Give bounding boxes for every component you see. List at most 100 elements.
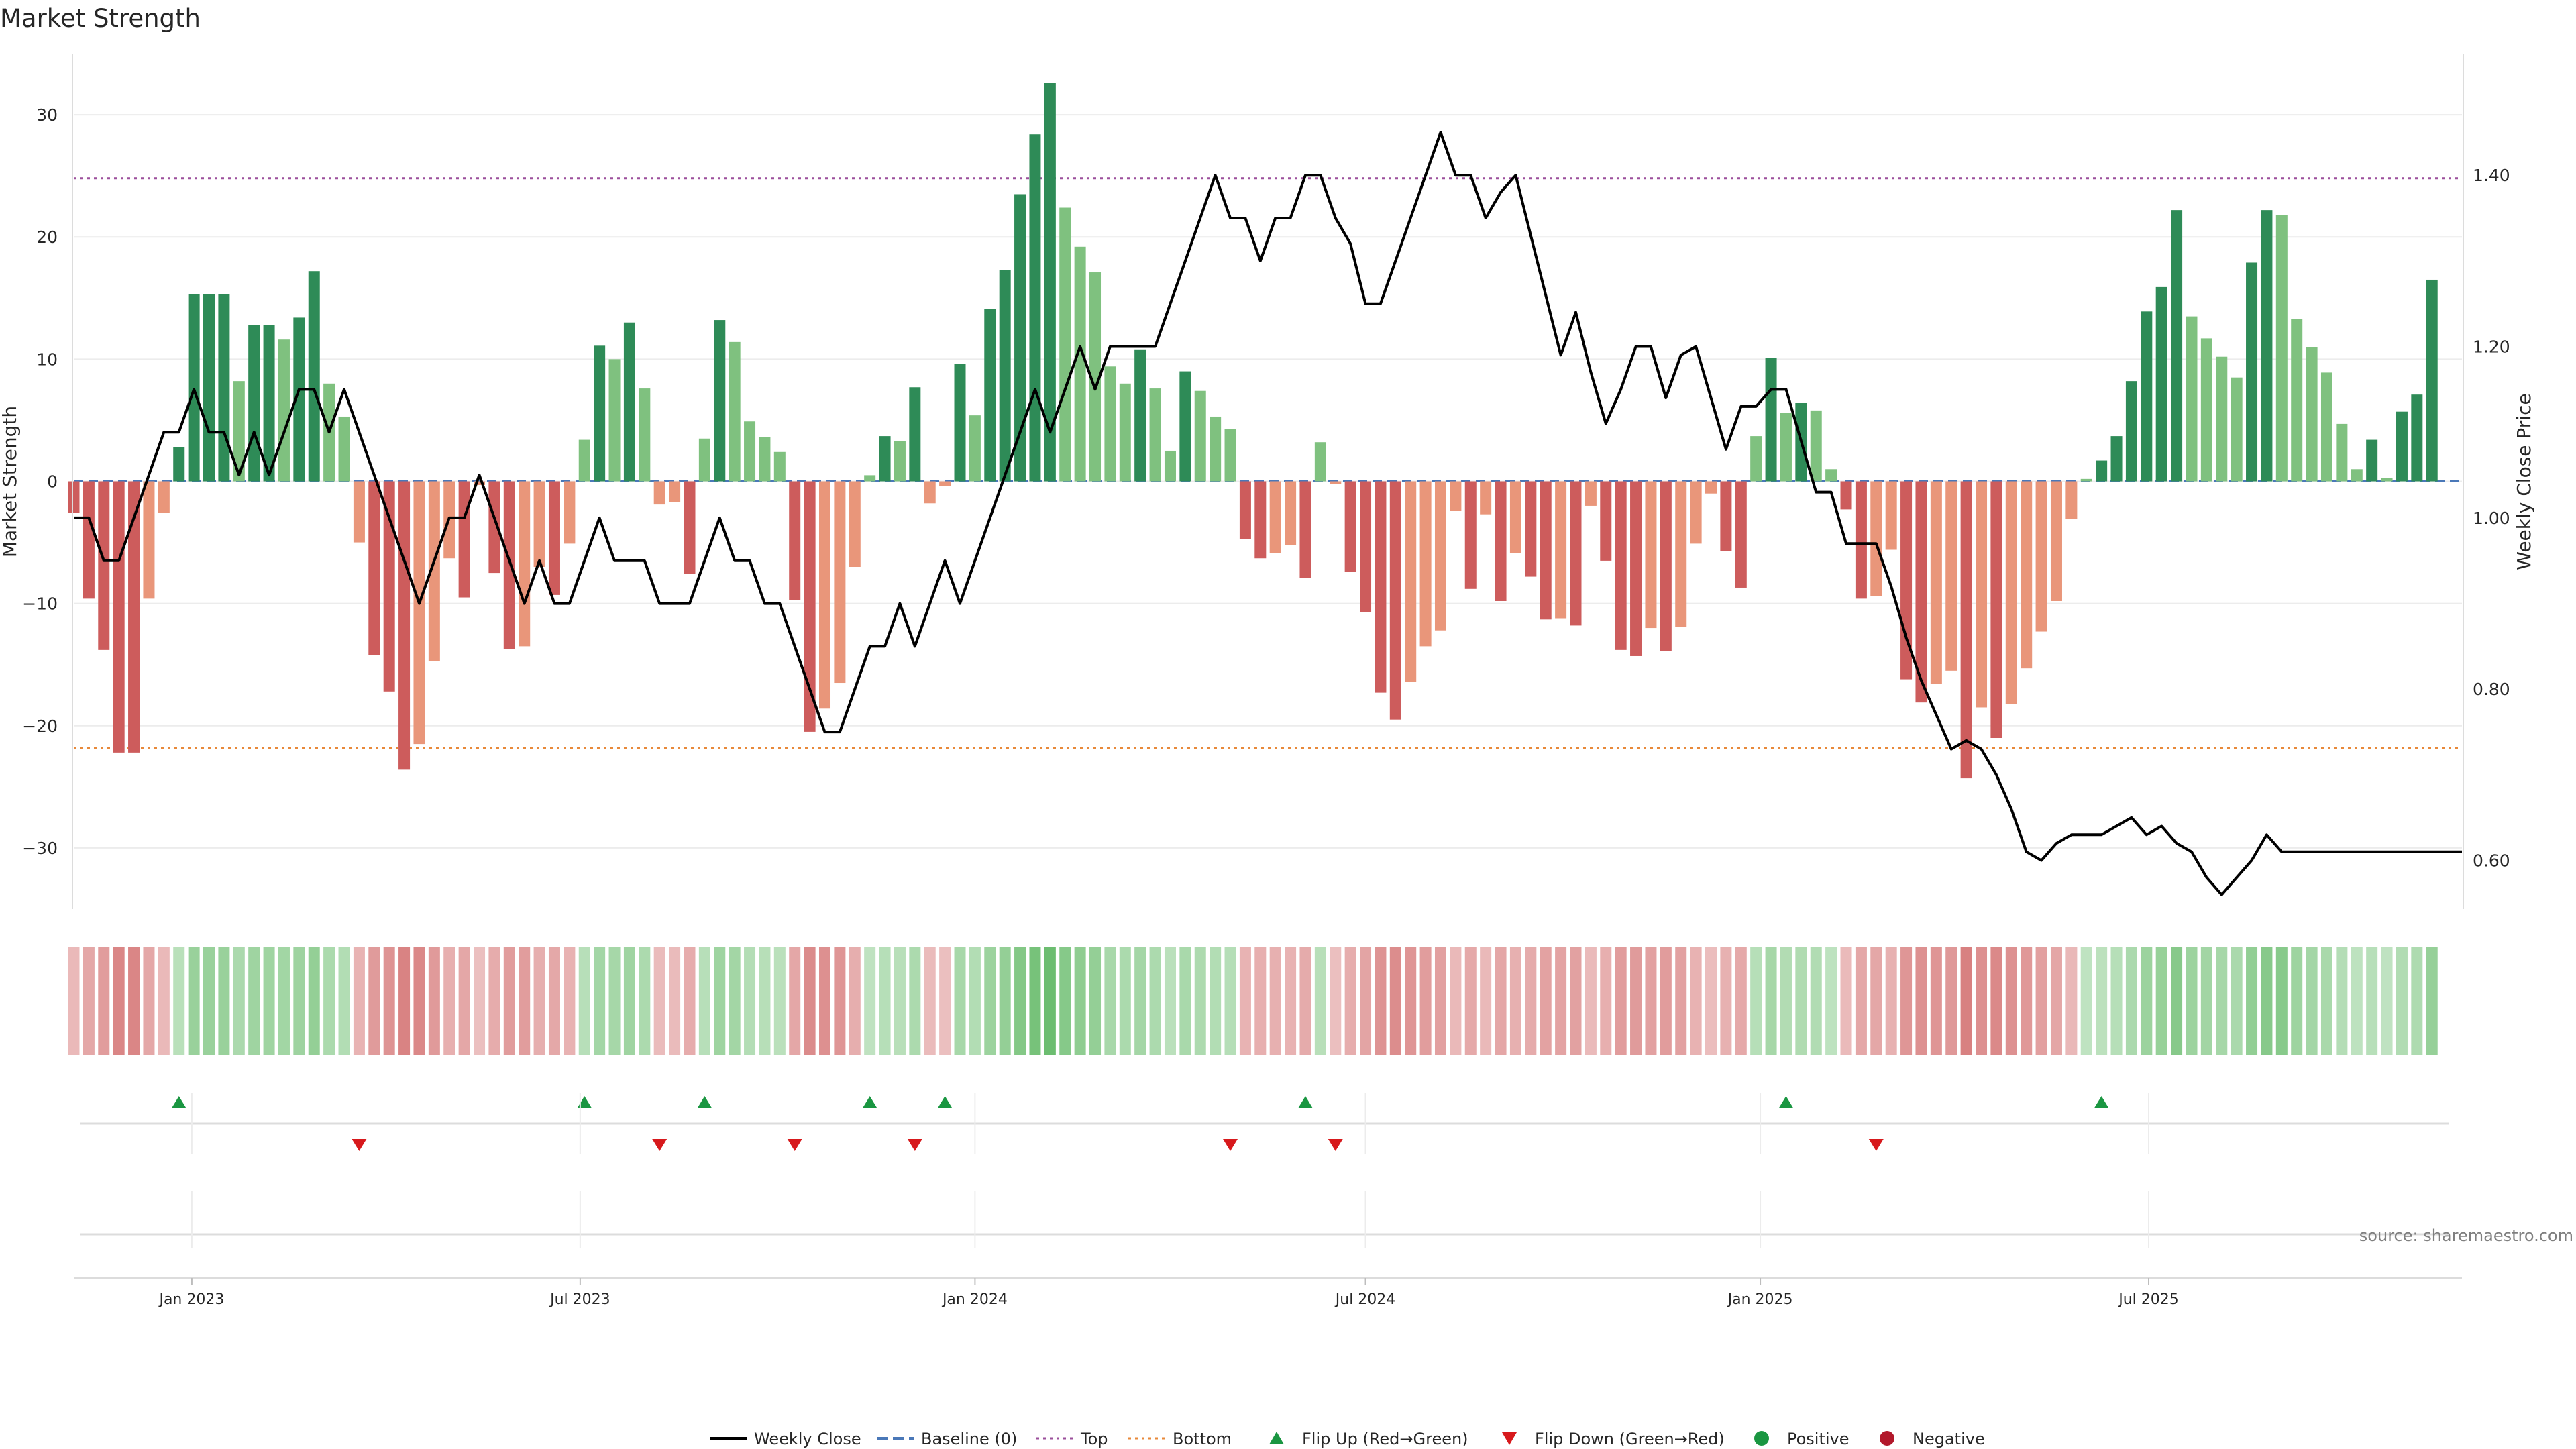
- strength-bar: [623, 322, 635, 482]
- strength-bar: [2216, 356, 2228, 482]
- heat-strip-cell: [1314, 947, 1326, 1055]
- strength-bar: [278, 339, 290, 482]
- heat-strip-cell: [1014, 947, 1026, 1055]
- heat-strip-cell: [1705, 947, 1717, 1055]
- heat-strip-cell: [158, 947, 170, 1055]
- heat-strip-cell: [1870, 947, 1882, 1055]
- flip-up-marker: [697, 1096, 712, 1108]
- heat-strip-cell: [729, 947, 741, 1055]
- heat-strip-cell: [2125, 947, 2137, 1055]
- strength-bar: [1750, 436, 1762, 482]
- flip-up-marker: [1297, 1096, 1313, 1108]
- strength-bar: [1690, 481, 1702, 544]
- strength-bar: [1134, 349, 1146, 482]
- heat-strip-cell: [698, 947, 710, 1055]
- x-tick-label: Jan 2023: [158, 1291, 224, 1308]
- heat-strip-cell: [203, 947, 215, 1055]
- heat-strip-cell: [1464, 947, 1477, 1055]
- strength-bar: [1480, 481, 1492, 515]
- heat-strip-cell: [1405, 947, 1417, 1055]
- heat-strip-cell: [1525, 947, 1537, 1055]
- strength-bar: [383, 481, 395, 692]
- strength-bar: [1870, 481, 1882, 596]
- strength-bar: [458, 481, 470, 598]
- strength-bar: [2246, 262, 2258, 482]
- strength-bar: [1089, 272, 1102, 482]
- strength-bar: [2261, 210, 2273, 482]
- strength-bar: [2155, 286, 2167, 482]
- heat-strip-cell: [128, 947, 140, 1055]
- y-tick-label-left: −10: [22, 594, 58, 614]
- legend: Weekly Close Baseline (0) Top Bottom Flip Up…: [710, 1430, 1985, 1448]
- heat-strip-cell: [773, 947, 786, 1055]
- heat-strip-cell: [233, 947, 245, 1055]
- strength-bar: [984, 309, 996, 482]
- heat-strip-cell: [113, 947, 125, 1055]
- strength-bar: [1645, 481, 1657, 629]
- heat-strip-cell: [1765, 947, 1777, 1055]
- flip-down-marker: [907, 1139, 922, 1151]
- heat-strip-cell: [1104, 947, 1116, 1055]
- strength-bar: [1210, 416, 1222, 482]
- heat-strip-cell: [2261, 947, 2273, 1055]
- legend-label: Positive: [1787, 1430, 1849, 1448]
- heat-strip-cell: [1960, 947, 1972, 1055]
- strength-bar: [1765, 358, 1777, 482]
- weekly-close-line: [74, 131, 2462, 896]
- strength-bar: [1660, 481, 1672, 651]
- grid-lines: [74, 114, 2462, 849]
- strength-bar: [594, 345, 606, 482]
- y-tick-label-left: 0: [47, 472, 58, 492]
- heat-strip-cell: [413, 947, 425, 1055]
- strength-bar: [398, 481, 411, 770]
- strength-bar: [999, 270, 1011, 482]
- heat-strip-cell: [789, 947, 801, 1055]
- strength-bar: [578, 439, 590, 482]
- strength-bar: [1179, 371, 1191, 482]
- strength-bar: [503, 481, 515, 649]
- strength-bar: [1555, 481, 1567, 619]
- heat-strip-cell: [1224, 947, 1236, 1055]
- heat-strip-cell: [173, 947, 185, 1055]
- heat-strip-cell: [503, 947, 515, 1055]
- heat-strip-cell: [2411, 947, 2423, 1055]
- strength-bar: [173, 447, 185, 482]
- strength-bar: [1285, 481, 1297, 545]
- strength-bar: [203, 294, 215, 482]
- heat-strip-cell: [2351, 947, 2363, 1055]
- strength-bar: [1976, 481, 1988, 708]
- strength-bar: [1405, 481, 1417, 682]
- strength-bar: [789, 481, 801, 600]
- strength-bar: [2186, 316, 2198, 482]
- legend-label: Baseline (0): [921, 1430, 1017, 1448]
- strength-bar: [548, 481, 560, 595]
- legend-swatch-circle: [1880, 1431, 1894, 1446]
- heat-strip-cell: [1029, 947, 1041, 1055]
- heat-strip-cell: [834, 947, 846, 1055]
- heat-strip-cell: [684, 947, 696, 1055]
- strength-bar: [2411, 394, 2423, 482]
- strength-bar: [653, 481, 665, 505]
- heat-strip-cell: [1630, 947, 1642, 1055]
- strength-bar: [1419, 481, 1432, 647]
- strength-bar: [1104, 366, 1116, 482]
- heat-strip-cell: [293, 947, 305, 1055]
- strength-bar: [353, 481, 365, 543]
- heat-strip-cell: [714, 947, 726, 1055]
- heat-strip-cell: [1945, 947, 1957, 1055]
- strength-bar: [1495, 481, 1507, 601]
- strength-bar: [1269, 481, 1281, 553]
- heat-strip-cell: [1074, 947, 1086, 1055]
- heat-strip-cell: [2021, 947, 2033, 1055]
- heat-strip-cell: [639, 947, 651, 1055]
- strength-bar: [1434, 481, 1446, 631]
- strength-bar: [2141, 311, 2153, 482]
- heat-strip: [68, 947, 2438, 1055]
- heat-strip-cell: [488, 947, 500, 1055]
- heat-strip-cell: [1540, 947, 1552, 1055]
- legend-label: Flip Down (Green→Red): [1535, 1430, 1725, 1448]
- heat-strip-cell: [533, 947, 545, 1055]
- heat-strip-cell: [894, 947, 906, 1055]
- flip-markers: [80, 1096, 2449, 1236]
- heat-strip-cell: [608, 947, 621, 1055]
